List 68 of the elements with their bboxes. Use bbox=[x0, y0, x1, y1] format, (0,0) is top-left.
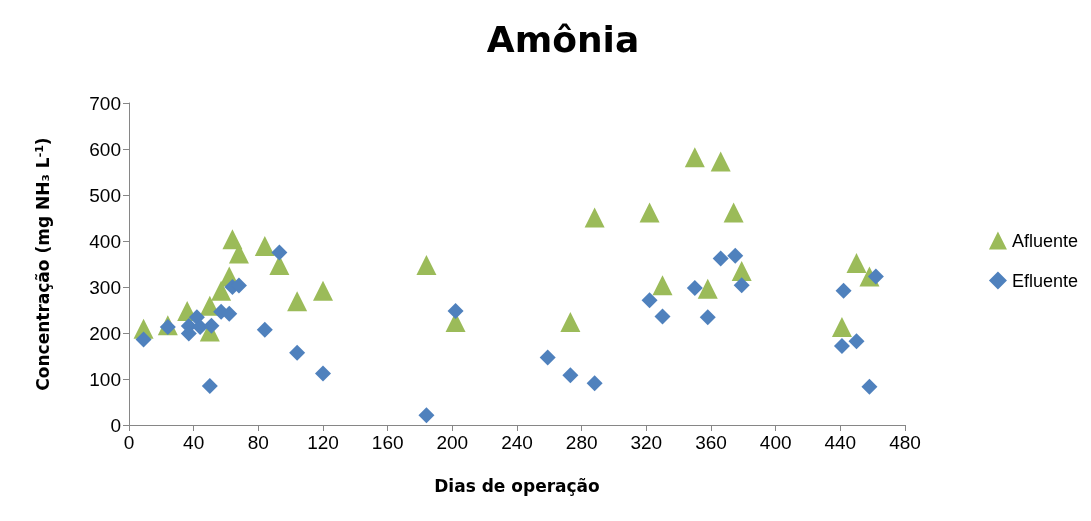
x-tick-label: 40 bbox=[183, 432, 205, 453]
point bbox=[287, 291, 308, 312]
point bbox=[723, 202, 744, 223]
point bbox=[846, 253, 867, 274]
point bbox=[733, 277, 750, 294]
x-tick-label: 480 bbox=[889, 432, 921, 453]
y-tick-label: 300 bbox=[89, 276, 121, 298]
x-tick-label: 0 bbox=[123, 432, 135, 453]
y-tick-label: 200 bbox=[89, 322, 121, 344]
y-tick-label: 0 bbox=[110, 414, 121, 436]
point bbox=[211, 280, 232, 301]
point bbox=[641, 292, 658, 309]
point bbox=[222, 229, 243, 250]
y-tick-label: 700 bbox=[89, 92, 121, 114]
point bbox=[203, 317, 220, 334]
x-tick-label: 240 bbox=[501, 432, 533, 453]
point bbox=[861, 378, 878, 395]
legend-label: Afluente bbox=[1011, 230, 1079, 251]
legend-label: Efluente bbox=[1011, 270, 1079, 291]
y-tick-label: 600 bbox=[89, 138, 121, 160]
point bbox=[712, 250, 729, 267]
point bbox=[639, 202, 660, 223]
point bbox=[697, 278, 718, 299]
point bbox=[727, 247, 744, 264]
point bbox=[831, 317, 852, 338]
x-axis-title: Dias de operação bbox=[434, 475, 600, 496]
x-tick-label: 200 bbox=[436, 432, 469, 453]
point bbox=[135, 331, 152, 348]
point bbox=[539, 349, 556, 366]
point bbox=[289, 344, 306, 361]
x-tick-label: 80 bbox=[247, 432, 269, 453]
point bbox=[835, 282, 852, 299]
point bbox=[313, 280, 333, 301]
point bbox=[315, 365, 331, 382]
point bbox=[192, 319, 209, 336]
point bbox=[833, 337, 850, 354]
point bbox=[562, 367, 579, 384]
y-tick-label: 400 bbox=[89, 230, 121, 252]
x-tick-label: 440 bbox=[824, 432, 857, 453]
point bbox=[731, 260, 752, 281]
point bbox=[201, 377, 218, 394]
point bbox=[684, 147, 705, 168]
y-axis-title: Concentração (mg NH₃ L-1) bbox=[32, 137, 53, 391]
x-tick-label: 400 bbox=[759, 432, 792, 453]
point bbox=[447, 302, 464, 319]
point bbox=[654, 308, 671, 325]
chart-title: Amônia bbox=[486, 18, 640, 60]
point bbox=[271, 244, 288, 261]
point bbox=[586, 375, 603, 392]
x-tick-label: 280 bbox=[565, 432, 598, 453]
x-tick-label: 160 bbox=[371, 432, 404, 453]
point bbox=[584, 207, 605, 228]
y-tick-label: 500 bbox=[89, 184, 121, 206]
point bbox=[416, 254, 437, 275]
point bbox=[848, 333, 865, 350]
point bbox=[699, 309, 716, 326]
x-tick-label: 120 bbox=[307, 432, 339, 453]
point bbox=[256, 321, 273, 338]
y-tick-label: 100 bbox=[89, 368, 121, 390]
x-tick-label: 320 bbox=[630, 432, 663, 453]
point bbox=[867, 268, 884, 285]
x-tick-label: 360 bbox=[695, 432, 727, 453]
point bbox=[418, 407, 435, 424]
point bbox=[652, 275, 673, 296]
point bbox=[710, 151, 731, 172]
point bbox=[686, 279, 703, 296]
point bbox=[254, 236, 275, 257]
point bbox=[560, 311, 581, 332]
